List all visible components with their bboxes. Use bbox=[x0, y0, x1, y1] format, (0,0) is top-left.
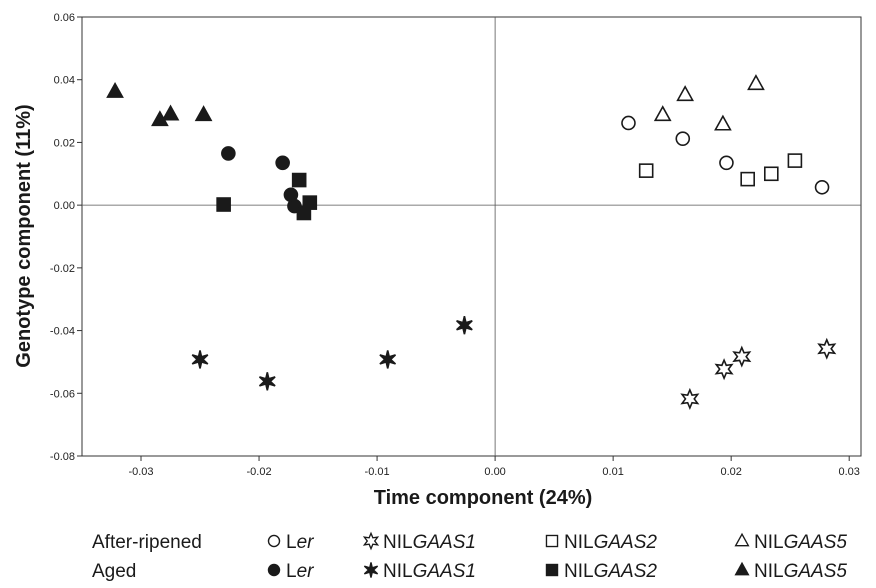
after-ripened-nilgaas2-point bbox=[787, 153, 803, 168]
legend-entry-label: NILGAAS2 bbox=[564, 561, 657, 582]
legend: After-ripened Ler NILGAAS1 NILGAAS2 NILGAAS5… bbox=[92, 531, 847, 582]
legend-marker-star bbox=[363, 562, 379, 578]
legend-entry-label: NILGAAS1 bbox=[383, 561, 476, 582]
y-tick-label: -0.06 bbox=[50, 388, 75, 400]
legend-marker-circle bbox=[267, 563, 281, 577]
aged-nilgaas2-point bbox=[216, 197, 231, 212]
aged-nilgaas5-point bbox=[194, 105, 213, 122]
after-ripened-ler-point bbox=[621, 115, 636, 131]
after-ripened-nilgaas2-point bbox=[763, 166, 779, 182]
x-tick-label: 0.03 bbox=[838, 466, 859, 478]
legend-entry-label: NILGAAS1 bbox=[383, 532, 476, 553]
data-points bbox=[106, 74, 837, 410]
aged-nilgaas2-point bbox=[291, 172, 307, 188]
legend-group-label: Aged bbox=[92, 561, 136, 582]
after-ripened-nilgaas5-point bbox=[676, 85, 694, 102]
y-axis-title: Genotype component (11%) bbox=[13, 104, 35, 367]
aged-nilgaas1-point bbox=[258, 372, 276, 391]
x-tick-label: -0.03 bbox=[128, 466, 153, 478]
aged-nilgaas5-point bbox=[106, 81, 124, 98]
legend-marker-square bbox=[545, 534, 559, 548]
legend-entry-label: Ler bbox=[286, 561, 314, 582]
after-ripened-ler-point bbox=[719, 155, 734, 171]
after-ripened-nilgaas1-point bbox=[680, 387, 700, 410]
after-ripened-nilgaas1-point bbox=[732, 345, 752, 368]
x-tick-label: 0.01 bbox=[602, 466, 623, 478]
after-ripened-nilgaas2-point bbox=[740, 171, 755, 187]
legend-marker-triangle bbox=[734, 561, 750, 576]
x-tick-label: 0.00 bbox=[484, 466, 505, 478]
after-ripened-ler-point bbox=[675, 131, 691, 146]
aged-nilgaas1-point bbox=[379, 350, 397, 369]
aged-nilgaas1-point bbox=[191, 350, 209, 369]
legend-entry-label: NILGAAS5 bbox=[754, 561, 847, 582]
y-tick-label: 0.06 bbox=[54, 12, 75, 24]
legend-entry-label: Ler bbox=[286, 532, 314, 553]
aged-ler-point bbox=[275, 155, 290, 171]
y-tick-label: 0.02 bbox=[54, 137, 75, 149]
after-ripened-ler-point bbox=[814, 179, 830, 195]
axis-ticks: -0.03 -0.02 -0.01 0.00 0.01 0.02 0.03 0.06 0.04 0… bbox=[50, 12, 860, 478]
aged-nilgaas5-point bbox=[161, 104, 180, 121]
legend-marker-square bbox=[545, 563, 559, 577]
after-ripened-nilgaas5-point bbox=[714, 114, 732, 131]
after-ripened-nilgaas1-point bbox=[817, 337, 837, 360]
aged-nilgaas1-point bbox=[456, 316, 473, 335]
aged-nilgaas2-point bbox=[302, 195, 318, 210]
after-ripened-nilgaas2-point bbox=[638, 163, 654, 178]
x-axis-title: Time component (24%) bbox=[374, 487, 593, 509]
y-tick-label: -0.04 bbox=[50, 326, 75, 338]
legend-marker-triangle bbox=[734, 532, 750, 547]
legend-group-label: After-ripened bbox=[92, 532, 202, 553]
y-tick-label: -0.02 bbox=[50, 263, 75, 275]
after-ripened-nilgaas1-point bbox=[714, 358, 734, 381]
plot-border bbox=[81, 16, 862, 457]
legend-entry-label: NILGAAS2 bbox=[564, 532, 657, 553]
after-ripened-nilgaas5-point bbox=[653, 105, 672, 122]
x-tick-label: 0.02 bbox=[720, 466, 741, 478]
x-tick-label: -0.02 bbox=[247, 466, 272, 478]
y-tick-label: 0.00 bbox=[54, 200, 75, 212]
plot-area bbox=[81, 16, 862, 457]
aged-ler-point bbox=[221, 146, 236, 161]
legend-marker-star bbox=[362, 531, 380, 551]
y-tick-label: -0.08 bbox=[50, 451, 75, 463]
after-ripened-nilgaas5-point bbox=[747, 74, 765, 91]
legend-entry-label: NILGAAS5 bbox=[754, 532, 847, 553]
x-tick-label: -0.01 bbox=[365, 466, 390, 478]
legend-marker-circle bbox=[267, 534, 281, 548]
y-tick-label: 0.04 bbox=[54, 75, 75, 87]
